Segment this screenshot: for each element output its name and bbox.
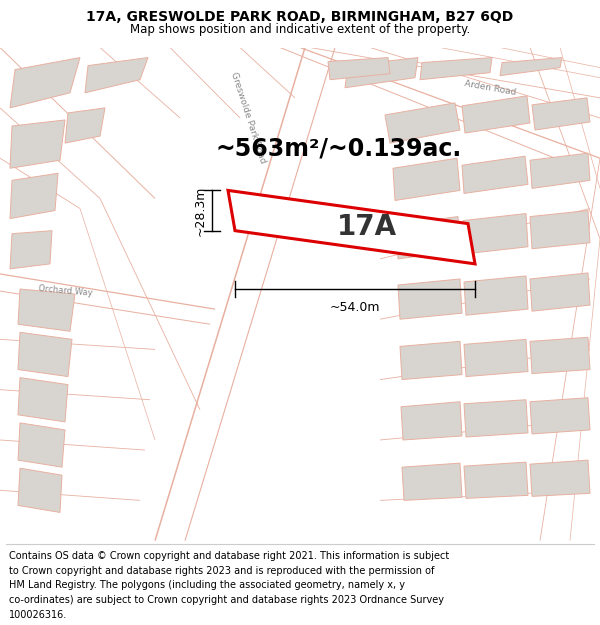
Polygon shape xyxy=(464,462,528,498)
Polygon shape xyxy=(396,217,460,259)
Text: 100026316.: 100026316. xyxy=(9,610,67,620)
Text: Arden Road: Arden Road xyxy=(463,79,517,97)
Text: ~563m²/~0.139ac.: ~563m²/~0.139ac. xyxy=(215,136,461,160)
Polygon shape xyxy=(532,98,590,130)
Text: to Crown copyright and database rights 2023 and is reproduced with the permissio: to Crown copyright and database rights 2… xyxy=(9,566,434,576)
Polygon shape xyxy=(10,173,58,219)
Polygon shape xyxy=(462,156,528,193)
Polygon shape xyxy=(398,279,462,319)
Polygon shape xyxy=(464,400,528,437)
Polygon shape xyxy=(345,58,418,88)
Text: HM Land Registry. The polygons (including the associated geometry, namely x, y: HM Land Registry. The polygons (includin… xyxy=(9,580,405,590)
Polygon shape xyxy=(65,108,105,143)
Polygon shape xyxy=(530,338,590,374)
Polygon shape xyxy=(401,402,462,440)
Polygon shape xyxy=(328,58,390,80)
Polygon shape xyxy=(18,423,65,467)
Polygon shape xyxy=(464,276,528,315)
Polygon shape xyxy=(385,103,460,143)
Polygon shape xyxy=(393,158,460,201)
Text: Map shows position and indicative extent of the property.: Map shows position and indicative extent… xyxy=(130,22,470,36)
Polygon shape xyxy=(530,460,590,496)
Polygon shape xyxy=(402,463,462,501)
Polygon shape xyxy=(18,332,72,377)
Polygon shape xyxy=(464,339,528,377)
Polygon shape xyxy=(400,341,462,379)
Polygon shape xyxy=(10,58,80,108)
Polygon shape xyxy=(530,398,590,434)
Polygon shape xyxy=(463,214,528,254)
Polygon shape xyxy=(462,96,530,133)
Text: 17A: 17A xyxy=(337,213,397,241)
Text: co-ordinates) are subject to Crown copyright and database rights 2023 Ordnance S: co-ordinates) are subject to Crown copyr… xyxy=(9,595,444,605)
Text: Contains OS data © Crown copyright and database right 2021. This information is : Contains OS data © Crown copyright and d… xyxy=(9,551,449,561)
Polygon shape xyxy=(10,231,52,269)
Polygon shape xyxy=(18,378,68,422)
Polygon shape xyxy=(18,289,75,331)
Polygon shape xyxy=(530,273,590,311)
Text: Orchard Way: Orchard Way xyxy=(38,284,92,298)
Polygon shape xyxy=(85,58,148,92)
Polygon shape xyxy=(500,58,562,76)
Polygon shape xyxy=(228,191,475,264)
Polygon shape xyxy=(10,120,65,168)
Polygon shape xyxy=(530,211,590,249)
Text: 17A, GRESWOLDE PARK ROAD, BIRMINGHAM, B27 6QD: 17A, GRESWOLDE PARK ROAD, BIRMINGHAM, B2… xyxy=(86,11,514,24)
Text: ~54.0m: ~54.0m xyxy=(330,301,380,314)
Polygon shape xyxy=(530,153,590,188)
Polygon shape xyxy=(18,468,62,512)
Text: ~28.3m: ~28.3m xyxy=(194,186,207,236)
Text: Greswolde Park Road: Greswolde Park Road xyxy=(229,71,267,165)
Polygon shape xyxy=(420,58,492,80)
